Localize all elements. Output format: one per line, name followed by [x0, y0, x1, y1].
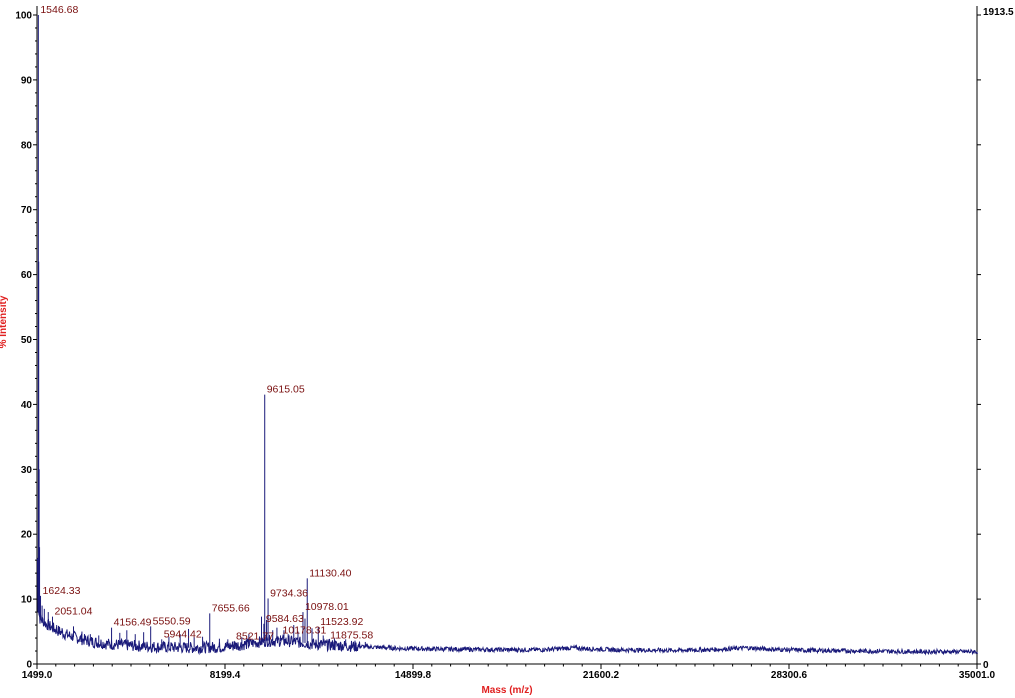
x-tick-label: 35001.0	[959, 670, 996, 681]
y-tick-label: 20	[21, 530, 33, 541]
peak-label: 2051.04	[54, 606, 92, 618]
peak-label: 1624.33	[43, 585, 81, 597]
peak-label: 10978.01	[305, 601, 349, 613]
y-tick-label: 100	[15, 11, 32, 22]
x-tick-label: 21600.2	[583, 670, 620, 681]
x-tick-label: 8199.4	[210, 670, 241, 681]
peak-label: 11875.58	[330, 630, 373, 642]
y-tick-label: 70	[21, 205, 33, 216]
right-axis-top-label: 1913.5	[983, 7, 1014, 18]
y-tick-label: 40	[21, 400, 33, 411]
peak-label: 9734.36	[270, 587, 308, 599]
peak-label: 11130.40	[309, 567, 351, 579]
y-tick-label: 30	[21, 465, 33, 476]
x-tick-label: 14899.8	[395, 670, 432, 681]
peak-label: 7655.66	[212, 602, 250, 614]
y-tick-label: 0	[26, 660, 32, 671]
peak-labels: 1546.68 1624.33 2051.04 4156.49 5550.595944.…	[40, 4, 373, 642]
peak-label: 5944.42	[164, 628, 202, 640]
peak-label: 1546.68	[40, 4, 78, 16]
y-tick-label: 90	[21, 75, 33, 86]
y-axis-title: % Intensity	[0, 295, 9, 348]
peak-label: 4156.49	[114, 617, 152, 629]
right-axis-bottom-label: 0	[983, 660, 989, 671]
peak-label: 5550.59	[153, 615, 191, 627]
y-tick-label: 80	[21, 140, 33, 151]
peak-label: 8521.77	[236, 630, 274, 642]
x-axis-title: Mass (m/z)	[481, 685, 532, 696]
peak-label: 9615.05	[267, 384, 305, 396]
axes-layer: 0 10 20 30 40 50 60 70 80 90 100 1499.0 8199.4 14899.…	[15, 6, 996, 681]
x-tick-label: 28300.6	[771, 670, 808, 681]
y-tick-label: 10	[21, 595, 33, 606]
spectrum-baseline-trace	[36, 557, 978, 656]
peak-label: 11523.92	[320, 616, 363, 628]
y-tick-label: 50	[21, 335, 33, 346]
x-tick-label: 1499.0	[22, 670, 53, 681]
spectrum-series	[36, 15, 978, 656]
y-tick-label: 60	[21, 270, 33, 281]
peak-label: 9584.63	[266, 613, 304, 625]
peak-label: 10178.31	[283, 624, 327, 636]
